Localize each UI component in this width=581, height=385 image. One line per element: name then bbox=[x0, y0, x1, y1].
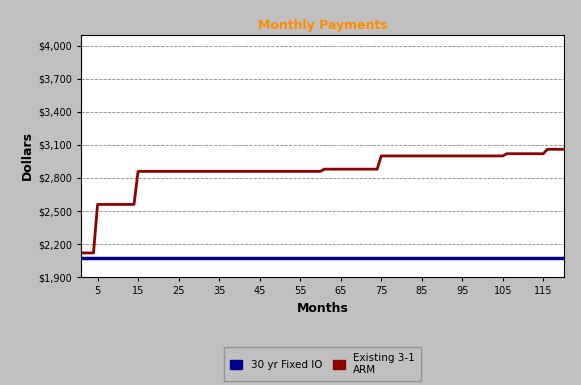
X-axis label: Months: Months bbox=[296, 302, 349, 315]
Legend: 30 yr Fixed IO, Existing 3-1
ARM: 30 yr Fixed IO, Existing 3-1 ARM bbox=[224, 347, 421, 381]
Title: Monthly Payments: Monthly Payments bbox=[257, 19, 388, 32]
Y-axis label: Dollars: Dollars bbox=[21, 131, 34, 181]
